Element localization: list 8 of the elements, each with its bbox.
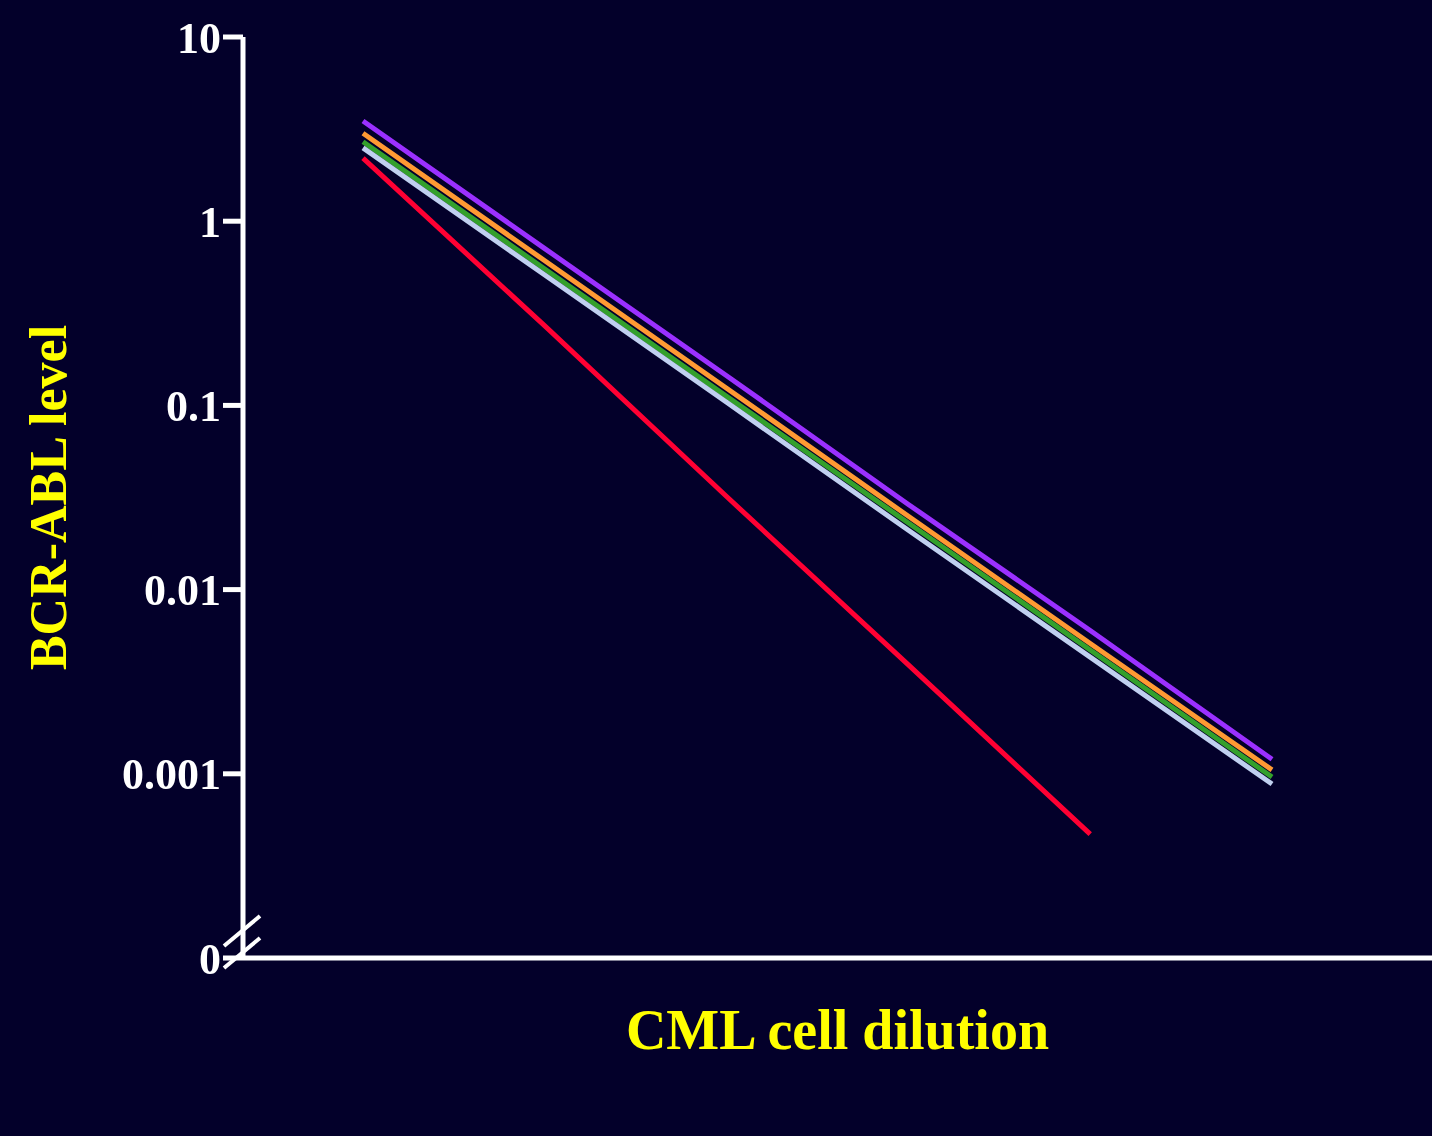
y-tick-label: 1 [199, 197, 221, 247]
y-tick-label: 0.01 [144, 566, 221, 616]
y-axis-title: BCR-ABL level [20, 324, 78, 671]
x-axis-title: CML cell dilution [625, 999, 1050, 1061]
y-tick-label: 0 [199, 934, 221, 984]
y-tick-label: 0.1 [166, 382, 221, 432]
y-tick-label: 0.001 [122, 750, 221, 800]
y-tick-label: 10 [177, 13, 221, 63]
